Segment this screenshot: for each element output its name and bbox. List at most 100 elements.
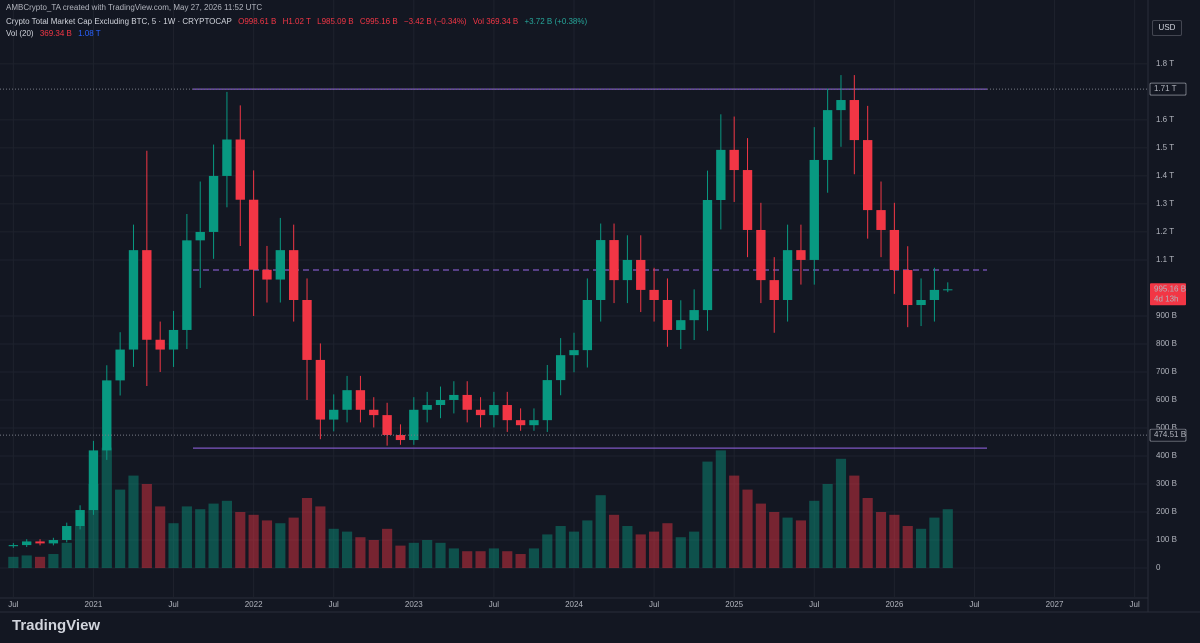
candle-body xyxy=(248,199,259,270)
candle-body xyxy=(622,259,633,281)
volume-bar xyxy=(608,514,620,569)
volume-bar xyxy=(48,554,59,569)
candle-body xyxy=(889,229,900,271)
volume-bar xyxy=(101,447,112,569)
x-tick-label: 2024 xyxy=(565,600,583,609)
volume-bar xyxy=(141,484,152,569)
volume-bar xyxy=(542,534,553,569)
candle-body xyxy=(596,240,606,300)
candle-body xyxy=(489,405,499,416)
volume-bar xyxy=(301,498,313,569)
candle-body xyxy=(289,250,299,300)
volume-bar xyxy=(729,475,740,569)
volume-bar xyxy=(675,537,686,569)
candle-body xyxy=(22,541,32,546)
candle-body xyxy=(609,240,619,281)
candle-body xyxy=(515,420,526,426)
candle-body xyxy=(796,250,806,260)
brand: TradingView xyxy=(12,617,101,634)
x-tick-label: Jul xyxy=(649,600,659,609)
candle-body xyxy=(329,409,339,420)
candle-body xyxy=(729,149,739,171)
x-tick-label: Jul xyxy=(168,600,178,609)
x-tick-label: Jul xyxy=(1130,600,1140,609)
candle-body xyxy=(35,541,45,544)
candle-body xyxy=(142,250,152,340)
candle-body xyxy=(102,380,112,451)
volume-bar xyxy=(221,500,233,569)
volume-bar xyxy=(902,526,913,569)
volume-bar xyxy=(88,484,99,569)
price-label: 1.71 T xyxy=(1154,84,1177,93)
volume-bar xyxy=(261,520,273,569)
volume-bar xyxy=(448,548,459,569)
candle-body xyxy=(742,170,753,230)
candle-body xyxy=(943,289,953,291)
volume-bar xyxy=(462,551,473,569)
volume-bar xyxy=(622,526,633,569)
low: L985.09 B xyxy=(317,17,354,26)
indicator-name: Vol (20) xyxy=(6,29,34,38)
candle-body xyxy=(836,100,846,111)
candle-body xyxy=(302,299,312,360)
x-tick-label: 2021 xyxy=(85,600,103,609)
y-tick-label: 400 B xyxy=(1156,451,1177,460)
volume-bar xyxy=(435,542,446,569)
candle-body xyxy=(676,320,686,330)
y-tick-label: 1.1 T xyxy=(1156,255,1174,264)
indicator-value: 369.34 B xyxy=(39,29,72,38)
price-label: 474.51 B xyxy=(1154,430,1186,439)
candle-body xyxy=(929,289,940,300)
candle-body xyxy=(529,420,539,426)
legend-row: Crypto Total Market Cap Excluding BTC, 5… xyxy=(6,17,591,26)
candle-body xyxy=(809,159,819,260)
x-tick-label: 2023 xyxy=(405,600,423,609)
volume-bar xyxy=(929,517,940,569)
volume-change: +3.72 B (+0.38%) xyxy=(524,17,588,26)
y-tick-label: 200 B xyxy=(1156,507,1177,516)
candle-body xyxy=(569,350,579,356)
candle-body xyxy=(555,355,566,381)
candle-body xyxy=(649,289,659,300)
volume-bar xyxy=(875,512,887,569)
volume-bar xyxy=(809,500,820,569)
volume-bar xyxy=(822,484,833,569)
candle-body xyxy=(369,409,379,416)
candle-body xyxy=(262,269,272,280)
candle-body xyxy=(48,540,59,544)
candle-body xyxy=(62,526,72,541)
y-tick-label: 1.2 T xyxy=(1156,227,1174,236)
close: C995.16 B xyxy=(359,17,398,26)
volume-bar xyxy=(75,526,86,569)
candle-body xyxy=(636,259,646,290)
candle-body xyxy=(475,409,486,416)
price-label-box xyxy=(1149,82,1187,96)
y-tick-label: 500 B xyxy=(1156,423,1177,432)
volume-bar xyxy=(689,531,700,569)
volume-bar xyxy=(382,528,393,569)
x-tick-label: 2025 xyxy=(725,600,743,609)
candle-body xyxy=(155,339,165,350)
volume-bar xyxy=(115,489,126,569)
volume-bar xyxy=(782,517,793,569)
volume-bar xyxy=(341,531,353,569)
volume-bar xyxy=(208,503,219,569)
volume-bar xyxy=(155,506,166,569)
x-tick-label: 2022 xyxy=(245,600,263,609)
volume-bar xyxy=(568,531,580,569)
candle-body xyxy=(182,240,192,330)
candle-body xyxy=(409,409,419,441)
last-price-box xyxy=(1150,283,1186,306)
currency-button[interactable]: USD xyxy=(1152,20,1182,36)
candle-body xyxy=(782,250,793,300)
candle-body xyxy=(275,250,285,280)
candle-body xyxy=(462,394,472,410)
candle-body xyxy=(435,399,446,406)
countdown: 4d 13h xyxy=(1154,294,1178,303)
price-label-box xyxy=(1149,428,1187,442)
volume-bar xyxy=(128,475,139,569)
candle-body xyxy=(662,299,673,330)
